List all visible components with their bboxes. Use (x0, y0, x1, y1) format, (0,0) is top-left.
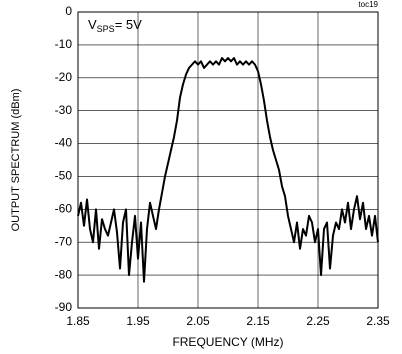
x-tick-label: 2.35 (366, 314, 390, 328)
y-tick-label: -80 (55, 267, 73, 281)
y-tick-label: -10 (55, 37, 73, 51)
annotation-rest: = 5V (115, 17, 142, 32)
y-tick-label: -40 (55, 136, 73, 150)
annotation-main: V (88, 17, 97, 32)
y-tick-label: -60 (55, 202, 73, 216)
annotation-sub: SPS (97, 24, 115, 34)
y-tick-label: -90 (55, 300, 73, 314)
y-tick-label: -50 (55, 169, 73, 183)
y-tick-label: 0 (65, 4, 72, 18)
y-tick-label: -30 (55, 103, 73, 117)
x-tick-label: 1.85 (66, 314, 90, 328)
x-tick-label: 1.95 (126, 314, 150, 328)
x-tick-label: 2.05 (186, 314, 210, 328)
y-tick-label: -20 (55, 70, 73, 84)
x-axis-label: FREQUENCY (MHz) (172, 335, 283, 349)
x-tick-label: 2.15 (246, 314, 270, 328)
annotation: VSPS= 5V (88, 17, 142, 34)
corner-note: toc19 (358, 0, 378, 9)
x-tick-label: 2.25 (306, 314, 330, 328)
y-axis-label: OUTPUT SPECTRUM (dBm) (10, 89, 22, 232)
plot-frame (77, 11, 379, 309)
y-tick-label: -70 (55, 234, 73, 248)
spectrum-line (77, 57, 379, 283)
